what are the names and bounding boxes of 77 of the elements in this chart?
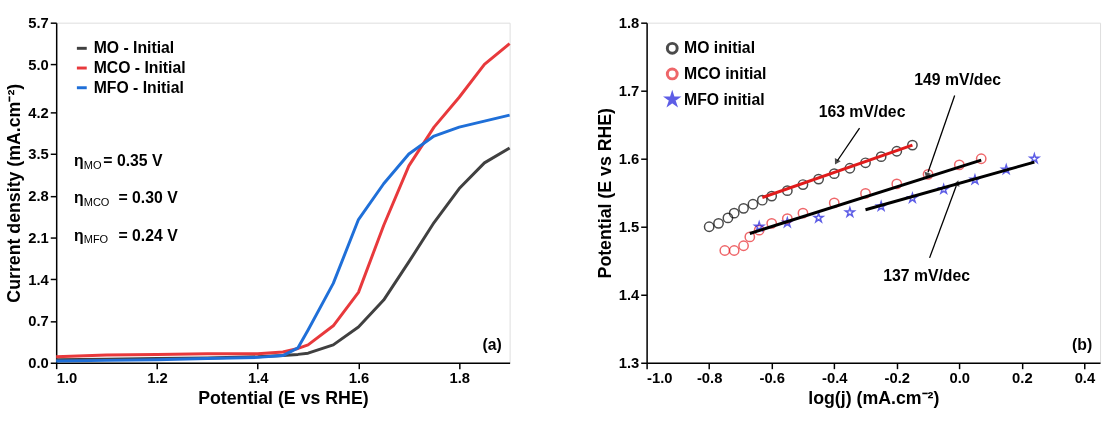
- point: [781, 213, 793, 224]
- y-tick-label: 1.5: [618, 219, 640, 236]
- point: [703, 221, 715, 233]
- y-tick-label: 1.7: [618, 83, 640, 100]
- point: [875, 200, 887, 211]
- point: [747, 198, 759, 210]
- line-series: [54, 42, 512, 359]
- point: [975, 153, 987, 165]
- y-axis-title: Current density (mA.cm⁻²): [4, 83, 25, 303]
- x-tick-label: 0.4: [1074, 369, 1096, 386]
- x-tick-label: -0.6: [759, 369, 785, 386]
- legend-label: MFO initial: [684, 90, 765, 108]
- y-tick-label: 5.0: [28, 56, 49, 73]
- point: [891, 178, 903, 190]
- point: [756, 194, 768, 206]
- y-tick-label: 3.5: [28, 146, 49, 163]
- annotation: (a): [482, 335, 502, 353]
- point: [813, 173, 825, 185]
- point: [828, 168, 840, 180]
- y-tick-label: 0.7: [28, 313, 49, 330]
- x-tick-label: -0.2: [884, 369, 910, 386]
- legend-label: MCO - Initial: [93, 58, 186, 76]
- x-tick-label: 1.2: [147, 369, 168, 386]
- y-tick-label: 1.3: [618, 355, 640, 372]
- point: [766, 190, 778, 202]
- point: [719, 245, 731, 256]
- legend-label: MFO - Initial: [93, 78, 184, 96]
- point: [728, 207, 740, 219]
- y-tick-label: 2.1: [28, 229, 49, 246]
- legend-label: MCO initial: [684, 64, 767, 82]
- point: [953, 159, 965, 171]
- point: [738, 202, 749, 214]
- point: [744, 231, 756, 243]
- y-tick-label: 1.4: [28, 271, 50, 288]
- point: [713, 217, 724, 229]
- y-tick-label: 2.8: [28, 188, 49, 205]
- annotation: 163 mV/dec: [818, 103, 906, 121]
- point: [891, 145, 903, 157]
- point: [781, 185, 793, 197]
- point: [722, 212, 734, 224]
- x-tick-label: 1.8: [449, 369, 470, 386]
- point: [860, 188, 871, 199]
- point: [860, 157, 871, 169]
- y-tick-label: 0.0: [28, 355, 49, 372]
- annotation: 149 mV/dec: [914, 70, 1002, 88]
- y-tick-label: 1.4: [618, 287, 641, 304]
- point: [875, 151, 887, 163]
- point: [797, 179, 809, 190]
- x-tick-label: 1.4: [247, 369, 270, 386]
- y-axis-title: Potential (E vs RHE): [594, 107, 615, 279]
- y-tick-label: 5.7: [28, 15, 49, 32]
- point: [969, 174, 981, 185]
- point: [907, 192, 918, 203]
- point: [766, 217, 778, 229]
- point: [844, 162, 856, 174]
- point: [907, 139, 918, 151]
- x-tick-label: 1.6: [348, 369, 370, 386]
- x-tick-label: 1.0: [56, 369, 78, 386]
- y-tick-label: 1.8: [618, 15, 640, 32]
- legend-label: MO - Initial: [93, 39, 175, 57]
- legend-label: MO initial: [684, 39, 756, 57]
- x-axis-title: log(j) (mA.cm⁻²): [808, 387, 940, 408]
- x-tick-label: -1.0: [647, 369, 673, 386]
- x-tick-label: 0.2: [1012, 369, 1033, 386]
- x-tick-label: -0.4: [822, 369, 849, 386]
- x-tick-label: 0.0: [949, 369, 971, 386]
- point: [753, 224, 765, 236]
- point: [813, 212, 824, 223]
- point: [728, 245, 740, 256]
- x-axis-title: Potential (E vs RHE): [198, 387, 369, 408]
- y-tick-label: 4.2: [28, 104, 49, 121]
- x-tick-label: -0.8: [696, 369, 723, 386]
- annotation: (b): [1072, 335, 1093, 353]
- point: [797, 207, 809, 219]
- point: [738, 240, 749, 252]
- y-tick-label: 1.6: [618, 151, 640, 168]
- annotation: 137 mV/dec: [883, 266, 971, 284]
